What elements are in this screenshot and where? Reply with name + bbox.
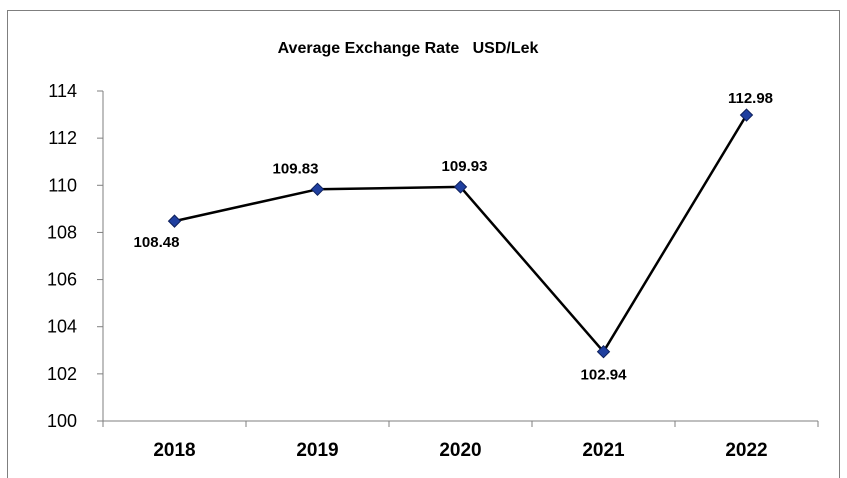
y-tick-label: 114 — [48, 81, 77, 101]
y-tick-label: 108 — [47, 222, 77, 242]
series-group — [167, 108, 754, 359]
x-axis-ticks: 2018 2019 2020 2021 2022 — [102, 421, 819, 461]
data-label: 108.48 — [134, 234, 180, 251]
data-label: 112.98 — [728, 90, 773, 107]
data-label: 109.93 — [442, 158, 488, 175]
data-point-marker — [453, 180, 468, 194]
data-point-marker — [596, 344, 611, 359]
chart-title: Average Exchange Rate USD/Lek — [278, 40, 539, 57]
x-tick-label: 2018 — [153, 440, 195, 461]
y-tick-label: 106 — [47, 270, 77, 290]
x-tick-label: 2019 — [296, 440, 338, 461]
y-axis-ticks: 100 102 104 106 108 110 112 114 — [47, 81, 103, 431]
data-label: 102.94 — [581, 367, 628, 384]
data-point-marker — [310, 182, 325, 196]
x-tick-label: 2022 — [725, 440, 767, 461]
chart-frame — [7, 10, 840, 478]
data-labels: 108.48 109.83 109.93 102.94 112.98 — [134, 90, 773, 384]
data-point-marker — [739, 108, 754, 122]
x-tick-label: 2020 — [439, 440, 481, 461]
y-tick-label: 110 — [48, 175, 77, 195]
data-label: 109.83 — [273, 160, 319, 177]
y-tick-label: 100 — [47, 411, 77, 431]
series-line — [174, 114, 748, 353]
x-tick-label: 2021 — [582, 440, 625, 461]
y-tick-label: 102 — [47, 364, 77, 384]
y-tick-label: 112 — [48, 128, 77, 148]
y-tick-label: 104 — [47, 317, 77, 337]
data-point-marker — [167, 214, 182, 228]
